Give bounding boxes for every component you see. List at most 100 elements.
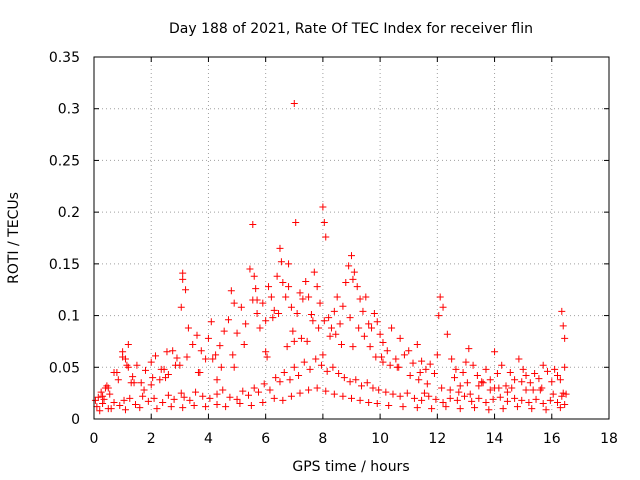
- data-point: [352, 376, 360, 384]
- data-point: [543, 367, 551, 375]
- data-point: [365, 398, 373, 406]
- data-point: [329, 363, 337, 371]
- x-tick-label: 16: [543, 431, 561, 447]
- data-point: [255, 388, 263, 396]
- data-point: [556, 404, 564, 412]
- data-point: [157, 365, 165, 373]
- data-point: [319, 351, 327, 359]
- data-point: [194, 368, 202, 376]
- data-point: [535, 375, 543, 383]
- data-point: [446, 394, 454, 402]
- data-point: [142, 366, 149, 374]
- data-point: [349, 275, 357, 283]
- data-point: [415, 376, 423, 384]
- data-point: [330, 307, 338, 315]
- data-point: [382, 388, 390, 396]
- data-point: [315, 324, 323, 332]
- data-point: [396, 334, 404, 342]
- y-tick-label: 0.1: [58, 309, 80, 325]
- data-point: [493, 369, 501, 377]
- data-point: [531, 369, 539, 377]
- data-point: [189, 341, 197, 349]
- data-point: [561, 401, 569, 409]
- data-point: [485, 406, 493, 414]
- data-point: [307, 311, 315, 319]
- data-point: [121, 406, 129, 414]
- data-point: [313, 384, 321, 392]
- data-point: [502, 382, 510, 390]
- data-point: [302, 277, 310, 285]
- data-point: [287, 303, 295, 311]
- data-point: [169, 347, 177, 355]
- data-point: [246, 265, 254, 273]
- data-point: [279, 278, 287, 286]
- data-point: [353, 283, 361, 291]
- data-point: [426, 360, 434, 368]
- data-point: [425, 392, 433, 400]
- data-point: [293, 310, 301, 318]
- data-point: [368, 324, 376, 332]
- data-point: [303, 337, 311, 345]
- data-point: [219, 386, 227, 394]
- data-point: [519, 365, 527, 373]
- data-point: [491, 348, 499, 356]
- data-point: [340, 374, 348, 382]
- data-point: [554, 372, 561, 380]
- data-point: [529, 386, 537, 394]
- data-point: [153, 405, 161, 413]
- data-point: [379, 338, 387, 346]
- data-point: [265, 283, 273, 291]
- data-point: [312, 355, 320, 363]
- x-axis-title: GPS time / hours: [292, 459, 409, 475]
- data-point: [226, 393, 234, 401]
- data-point: [332, 330, 340, 338]
- data-point: [511, 394, 519, 402]
- data-point: [475, 382, 483, 390]
- data-point: [330, 390, 338, 398]
- data-point: [213, 401, 221, 409]
- data-point: [350, 268, 358, 276]
- data-point: [149, 374, 157, 382]
- data-point: [322, 387, 330, 395]
- data-point: [342, 278, 350, 286]
- data-point: [313, 283, 321, 291]
- data-point: [97, 388, 105, 396]
- data-point: [297, 334, 305, 342]
- data-point: [94, 393, 102, 401]
- data-point: [478, 378, 486, 386]
- data-point: [360, 332, 368, 340]
- data-point: [224, 316, 232, 324]
- data-point: [256, 324, 264, 332]
- data-point: [250, 384, 258, 392]
- data-point: [503, 397, 511, 405]
- data-point: [396, 392, 404, 400]
- data-point: [144, 397, 152, 405]
- data-point: [461, 392, 469, 400]
- data-point: [240, 341, 248, 349]
- data-point: [277, 258, 285, 266]
- data-point: [362, 293, 370, 301]
- data-point: [283, 343, 291, 351]
- data-point: [473, 372, 481, 380]
- data-point: [253, 310, 261, 318]
- data-point: [133, 361, 141, 369]
- data-point: [539, 361, 547, 369]
- data-point: [180, 393, 188, 401]
- data-point: [167, 403, 175, 411]
- data-point: [239, 387, 247, 395]
- data-point: [389, 390, 397, 398]
- data-point: [202, 403, 210, 411]
- data-point: [549, 390, 557, 398]
- x-tick-label: 8: [318, 431, 327, 447]
- data-point: [305, 293, 313, 301]
- data-point: [378, 353, 386, 361]
- data-point: [462, 358, 470, 366]
- data-point: [322, 233, 330, 241]
- data-point: [418, 396, 426, 404]
- data-point: [511, 376, 519, 384]
- data-point: [124, 363, 132, 371]
- data-point: [173, 354, 181, 362]
- data-point: [242, 320, 250, 328]
- data-point: [558, 392, 566, 400]
- x-tick-label: 10: [371, 431, 389, 447]
